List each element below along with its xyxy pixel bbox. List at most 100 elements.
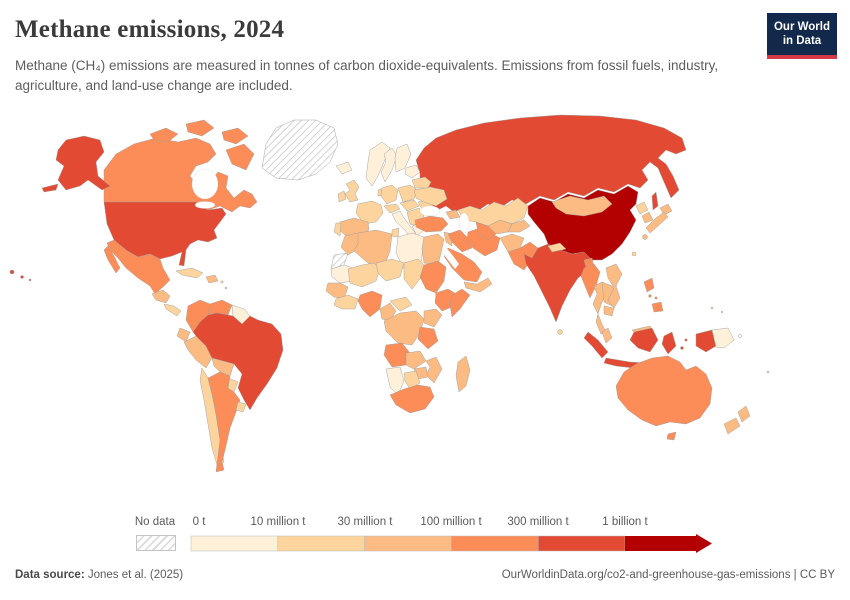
country-indonesia-moluccas-2[interactable]: [684, 338, 688, 342]
country-venezuela[interactable]: [207, 299, 233, 316]
pacific-islands-1[interactable]: [710, 306, 714, 310]
country-namibia[interactable]: [385, 366, 405, 396]
region-ivory-ghana[interactable]: [333, 294, 359, 310]
country-south-korea[interactable]: [641, 211, 654, 224]
legend-bin-10-30m[interactable]: [277, 535, 365, 552]
country-cuba[interactable]: [175, 267, 204, 279]
region-central-america[interactable]: [151, 289, 171, 304]
country-madagascar[interactable]: [455, 355, 471, 393]
country-afghanistan[interactable]: [499, 233, 525, 253]
region-yemen-oman[interactable]: [463, 277, 493, 293]
country-japan-kyushu[interactable]: [642, 234, 648, 240]
country-united-kingdom[interactable]: [344, 179, 360, 203]
country-sudan[interactable]: [419, 260, 447, 294]
country-germany[interactable]: [380, 184, 399, 205]
country-nigeria[interactable]: [357, 290, 383, 318]
country-papua-new-guinea[interactable]: [711, 327, 735, 349]
country-niger[interactable]: [375, 258, 405, 282]
legend-bin-30-100m[interactable]: [364, 535, 452, 552]
country-north-korea[interactable]: [635, 201, 649, 215]
country-japan-hokkaido[interactable]: [659, 203, 673, 216]
country-mozambique[interactable]: [425, 356, 443, 384]
region-kenya-uganda[interactable]: [423, 308, 443, 328]
country-belarus[interactable]: [411, 176, 432, 189]
country-japan-honshu[interactable]: [645, 211, 669, 234]
country-sri-lanka[interactable]: [557, 329, 563, 335]
country-usa-aleutians[interactable]: [41, 183, 59, 193]
country-greenland[interactable]: [261, 119, 339, 181]
country-ukraine[interactable]: [413, 186, 448, 207]
country-vietnam[interactable]: [605, 263, 623, 309]
country-russia-sakhalin[interactable]: [651, 191, 659, 211]
country-usa-hawaii-1[interactable]: [9, 269, 15, 275]
country-australia-tasmania[interactable]: [666, 431, 677, 441]
country-uruguay[interactable]: [235, 401, 247, 413]
country-norway[interactable]: [365, 141, 391, 187]
island-hispaniola[interactable]: [205, 274, 219, 284]
country-france[interactable]: [355, 200, 384, 225]
region-kyrgyz-tajik[interactable]: [507, 219, 531, 233]
country-usa-alaska[interactable]: [55, 135, 111, 191]
png-new-britain[interactable]: [738, 334, 742, 338]
country-nepal[interactable]: [547, 242, 567, 253]
country-turkey[interactable]: [414, 215, 449, 233]
country-indonesia-sumatra[interactable]: [583, 331, 609, 359]
country-myanmar[interactable]: [580, 263, 601, 299]
country-philippines-visayas-2[interactable]: [654, 296, 658, 300]
legend-bin-1b-plus[interactable]: [625, 534, 712, 553]
region-costa-rica-panama[interactable]: [163, 303, 182, 317]
country-indonesia-kalimantan[interactable]: [629, 327, 659, 353]
country-argentina[interactable]: [207, 371, 241, 473]
country-ireland[interactable]: [337, 190, 347, 203]
country-iraq[interactable]: [447, 229, 473, 253]
caribbean-islands-1[interactable]: [220, 280, 224, 284]
owid-logo[interactable]: Our World in Data: [767, 13, 837, 59]
country-somalia[interactable]: [449, 288, 471, 318]
country-cameroon[interactable]: [379, 302, 397, 322]
country-usa-hawaii-3[interactable]: [28, 278, 32, 282]
country-finland[interactable]: [394, 143, 412, 173]
country-new-zealand-north[interactable]: [737, 405, 751, 423]
country-philippines-mindanao[interactable]: [651, 301, 664, 313]
country-tunisia[interactable]: [391, 227, 400, 238]
region-central-europe[interactable]: [399, 199, 420, 212]
caribbean-islands-2[interactable]: [224, 286, 228, 290]
country-canada-arctic-1[interactable]: [149, 127, 179, 143]
country-indonesia-moluccas-1[interactable]: [680, 346, 684, 350]
country-iceland[interactable]: [335, 161, 353, 175]
country-egypt[interactable]: [421, 233, 445, 266]
country-indonesia-sulawesi[interactable]: [661, 331, 677, 355]
country-russia[interactable]: [415, 114, 687, 213]
owid-url-link[interactable]: OurWorldinData.org/co2-and-greenhouse-ga…: [501, 569, 791, 581]
country-india[interactable]: [523, 243, 593, 323]
country-turkmenistan[interactable]: [475, 221, 497, 241]
legend-bin-100-300m[interactable]: [451, 535, 539, 552]
country-chad[interactable]: [403, 258, 425, 290]
country-taiwan[interactable]: [631, 251, 637, 257]
country-mexico-baja[interactable]: [103, 245, 121, 274]
country-indonesia-papua[interactable]: [695, 329, 717, 353]
country-mali[interactable]: [347, 262, 381, 288]
country-poland[interactable]: [397, 184, 418, 203]
country-canada-arctic-3[interactable]: [221, 127, 249, 145]
legend-bin-300m-1b[interactable]: [537, 535, 626, 552]
country-philippines-luzon[interactable]: [643, 277, 655, 293]
country-zambia[interactable]: [405, 350, 427, 370]
country-mexico[interactable]: [106, 239, 171, 295]
legend-bin-0-10m[interactable]: [190, 535, 279, 552]
region-baltics[interactable]: [404, 164, 421, 179]
country-usa-hawaii-2[interactable]: [20, 275, 24, 279]
region-alpine[interactable]: [383, 203, 401, 214]
country-brazil[interactable]: [192, 312, 284, 411]
country-malaysia-peninsula[interactable]: [601, 327, 613, 344]
country-canada-arctic-2[interactable]: [185, 119, 215, 137]
country-canada-baffin[interactable]: [225, 143, 255, 171]
legend-no-data-swatch[interactable]: [136, 535, 176, 551]
pacific-islands-2[interactable]: [720, 310, 724, 314]
country-australia[interactable]: [615, 355, 713, 427]
region-caucasus[interactable]: [445, 209, 461, 220]
country-central-african-republic[interactable]: [389, 296, 413, 312]
country-new-zealand-south[interactable]: [723, 417, 741, 435]
country-philippines-visayas-1[interactable]: [648, 294, 652, 298]
country-south-africa[interactable]: [389, 384, 435, 414]
